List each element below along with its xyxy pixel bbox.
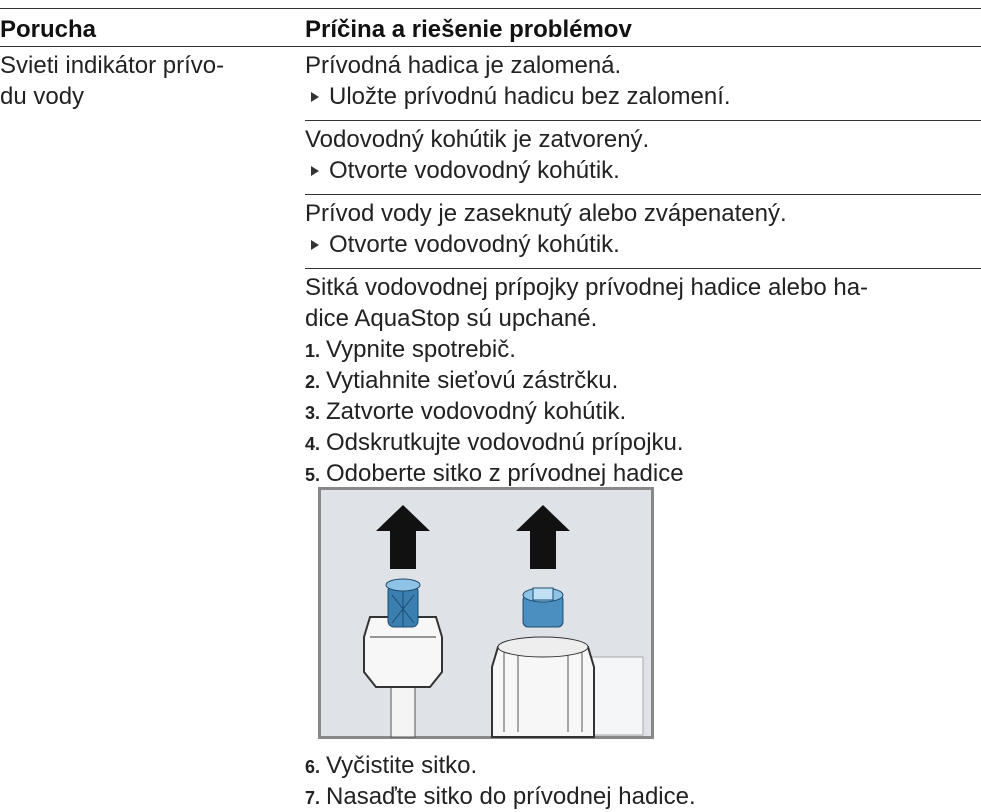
cause-text: Prívod vody je zaseknutý alebo zvápenate… [305, 200, 787, 227]
cause-text: dice AquaStop sú upchané. [305, 305, 598, 332]
separator [305, 194, 981, 195]
cause-text: Prívodná hadica je zalomená. [305, 52, 622, 79]
step-text: Odoberte sitko z prívodnej hadice [326, 460, 684, 487]
step-number: 1. [305, 341, 321, 361]
step: 5. Odoberte sitko z prívodnej hadice [305, 460, 684, 489]
bullet [311, 166, 319, 176]
fault-text: du vody [0, 83, 85, 110]
step-text: Zatvorte vodovodný kohútik. [326, 398, 627, 425]
separator [305, 268, 981, 269]
step: 7. Nasaďte sitko do prívodnej hadice. [305, 783, 696, 812]
action-text: Otvorte vodovodný kohútik. [329, 231, 620, 258]
header-cause: Príčina a riešenie problémov [305, 16, 632, 43]
step-text: Odskrutkujte vodovodnú prípojku. [326, 429, 684, 456]
step: 4. Odskrutkujte vodovodnú prípojku. [305, 429, 684, 458]
step-text: Nasaďte sitko do prívodnej hadice. [326, 783, 696, 810]
step-number: 7. [305, 788, 321, 808]
strainer-illustration [318, 487, 654, 739]
step-number: 4. [305, 434, 321, 454]
header-rule [0, 46, 981, 47]
bullet [311, 240, 319, 250]
step: 1. Vypnite spotrebič. [305, 336, 516, 365]
step-text: Vyčistite sitko. [326, 752, 478, 779]
step-number: 5. [305, 465, 321, 485]
step-number: 3. [305, 403, 321, 423]
fault-text: Svieti indikátor prívo- [0, 52, 225, 79]
separator [305, 120, 981, 121]
step-number: 6. [305, 757, 321, 777]
step: 6. Vyčistite sitko. [305, 752, 477, 781]
bullet [311, 92, 319, 102]
cause-text: Sitká vodovodnej prípojky prívodnej hadi… [305, 274, 869, 301]
step-text: Vytiahnite sieťovú zástrčku. [326, 367, 619, 394]
step-number: 2. [305, 372, 321, 392]
top-rule [0, 8, 981, 9]
step: 2. Vytiahnite sieťovú zástrčku. [305, 367, 618, 396]
step: 3. Zatvorte vodovodný kohútik. [305, 398, 626, 427]
step-text: Vypnite spotrebič. [326, 336, 516, 363]
action-text: Uložte prívodnú hadicu bez zalomení. [329, 83, 731, 110]
action-text: Otvorte vodovodný kohútik. [329, 157, 620, 184]
cause-text: Vodovodný kohútik je zatvorený. [305, 126, 650, 153]
header-fault: Porucha [0, 16, 97, 43]
